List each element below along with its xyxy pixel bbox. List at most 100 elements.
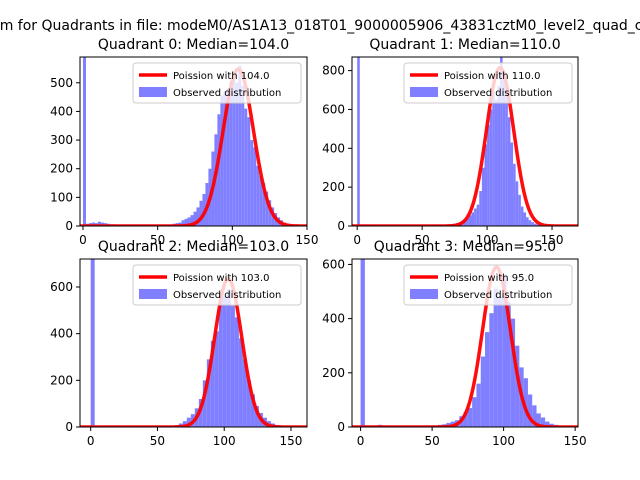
histogram-bar [487, 124, 490, 226]
histogram-bar [357, 57, 360, 226]
x-tick-label: 50 [150, 434, 165, 448]
panel-0: 0 50 100 150 0 100 200 300 400 500 Quadrant 0: Med… [50, 37, 318, 247]
histogram-bar [468, 215, 472, 226]
panel-title: Quadrant 1: Median=110.0 [369, 37, 560, 53]
y-tick-label: 400 [322, 312, 345, 326]
legend-bar-swatch [139, 289, 167, 299]
legend: Poission with 104.0 Observed distribution [132, 62, 302, 104]
y-tick-label: 600 [322, 257, 345, 271]
histogram-bar [510, 318, 516, 427]
histogram-bar [190, 215, 194, 226]
histogram-bar [497, 86, 501, 226]
y-tick-label: 200 [322, 180, 345, 194]
histogram-bar [217, 114, 221, 226]
histogram-bar [196, 207, 200, 226]
histogram-bar [523, 212, 527, 226]
y-tick-label: 500 [50, 76, 73, 90]
histogram-bar [90, 259, 95, 427]
histogram-bar [536, 413, 541, 427]
legend-bar-swatch [410, 87, 438, 97]
x-tick-label: 150 [564, 434, 587, 448]
y-tick-label: 600 [50, 280, 73, 294]
y-tick-label: 800 [322, 64, 345, 78]
poisson-curve [352, 65, 578, 226]
histogram-bar [476, 383, 481, 427]
histogram-bar [536, 224, 540, 226]
histogram-bar [484, 144, 488, 226]
legend-bar-swatch [410, 289, 438, 299]
panel-title: Quadrant 3: Median=95.0 [374, 239, 556, 255]
x-tick-label: 0 [353, 233, 361, 247]
legend-box [403, 62, 573, 104]
histogram-bar [502, 72, 506, 226]
legend-bar-swatch [139, 87, 167, 97]
panel-1: 0 50 100 150 0 200 400 600 800 Quadrant 1: Median… [322, 37, 579, 247]
x-tick-label: 0 [357, 434, 365, 448]
y-tick-label: 600 [322, 102, 345, 116]
poisson-curve [80, 67, 307, 226]
x-tick-label: 50 [150, 233, 165, 247]
histogram-bar [82, 57, 86, 226]
legend-box [132, 62, 302, 104]
panel-title: Quadrant 0: Median=104.0 [98, 37, 289, 53]
histogram-bar [198, 399, 203, 427]
histogram-bar [235, 82, 239, 226]
histogram-bar [232, 72, 236, 226]
y-tick-label: 0 [337, 420, 345, 434]
histogram-bar [246, 380, 251, 427]
histogram-bar [218, 298, 223, 427]
histogram-bar [262, 183, 266, 226]
histogram-bar [242, 359, 247, 427]
histogram-bar [210, 340, 215, 427]
y-tick-label: 300 [50, 133, 73, 147]
legend-box [403, 264, 573, 306]
y-tick-label: 400 [50, 327, 73, 341]
histogram-bar [253, 147, 257, 226]
x-tick-label: 100 [221, 233, 244, 247]
histogram-bars [357, 57, 555, 226]
legend-label: Poission with 110.0 [444, 71, 540, 82]
histogram-bar [474, 208, 477, 226]
y-tick-label: 200 [50, 162, 73, 176]
histogram-bar [510, 142, 514, 226]
legend-box [132, 264, 302, 306]
figure-title: Histogram for Quadrants in file: modeM0/… [0, 18, 640, 34]
histogram-bar [527, 394, 533, 427]
panel-2: 0 50 100 150 0 200 400 600 Quadrant 2: Median=10… [50, 239, 308, 448]
histogram-bar [226, 88, 230, 226]
histogram-bar [223, 91, 227, 226]
histogram-bar [489, 109, 493, 226]
histogram-bar [97, 221, 101, 226]
histogram-bar [230, 305, 235, 427]
histogram-bar [214, 331, 219, 427]
y-tick-label: 200 [322, 366, 345, 380]
histogram-bar [206, 359, 211, 427]
histogram-bar [494, 99, 498, 226]
legend: Poission with 103.0 Observed distribution [132, 264, 302, 306]
histogram-bar [502, 275, 507, 427]
histogram-bar [476, 204, 480, 226]
histogram-bar [471, 212, 475, 226]
histogram-bar [238, 338, 243, 427]
x-tick-label: 150 [280, 434, 303, 448]
histogram-bar [479, 191, 482, 226]
histogram-bar [489, 313, 494, 427]
axes-frame [351, 56, 579, 227]
histogram-bar [463, 220, 467, 226]
histogram-bar [234, 317, 239, 427]
histogram-bar [481, 167, 485, 226]
histogram-bar [202, 380, 207, 427]
histogram-bar [532, 405, 537, 427]
x-tick-label: 100 [476, 233, 499, 247]
histogram-bar [199, 200, 203, 226]
histogram-bar [244, 108, 248, 226]
histogram-bar [256, 165, 260, 226]
histogram-bar [540, 417, 546, 427]
histogram-bar [181, 220, 185, 226]
histogram-bar [497, 296, 503, 427]
histogram-bar [222, 296, 227, 427]
histogram-bar [193, 211, 197, 226]
poisson-curve [80, 277, 307, 427]
histogram-bar [545, 421, 550, 427]
